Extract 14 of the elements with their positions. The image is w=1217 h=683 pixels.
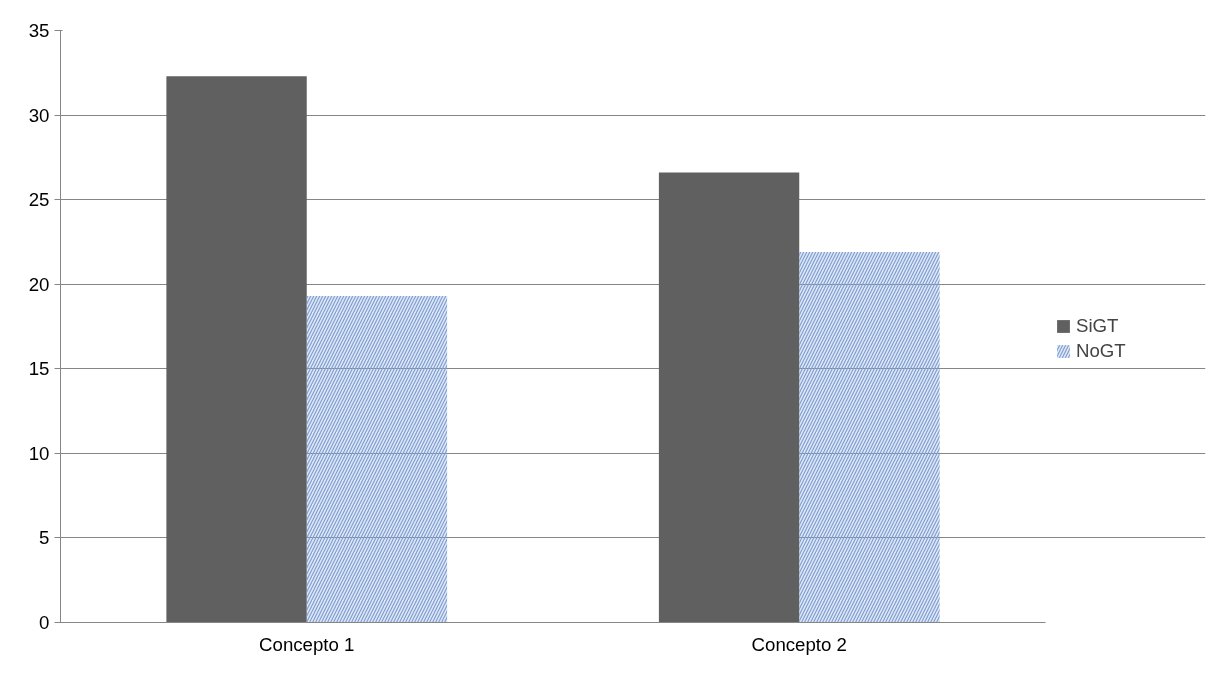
legend-label: NoGT — [1076, 340, 1126, 362]
legend-label: SiGT — [1076, 315, 1119, 337]
y-tick-label: 20 — [28, 273, 50, 295]
x-tick-label: Concepto 2 — [751, 633, 847, 655]
y-tick-label: 25 — [28, 189, 50, 211]
bar — [658, 172, 800, 623]
y-tick-label: 5 — [39, 527, 50, 549]
bar — [166, 76, 307, 623]
y-tick-label: 30 — [28, 104, 50, 126]
x-tick-label: Concepto 1 — [259, 633, 355, 655]
y-tick-label: 10 — [28, 442, 50, 464]
y-tick-label: 35 — [28, 20, 50, 41]
y-tick-label: 15 — [28, 358, 50, 380]
y-tick-label: 0 — [39, 612, 50, 633]
